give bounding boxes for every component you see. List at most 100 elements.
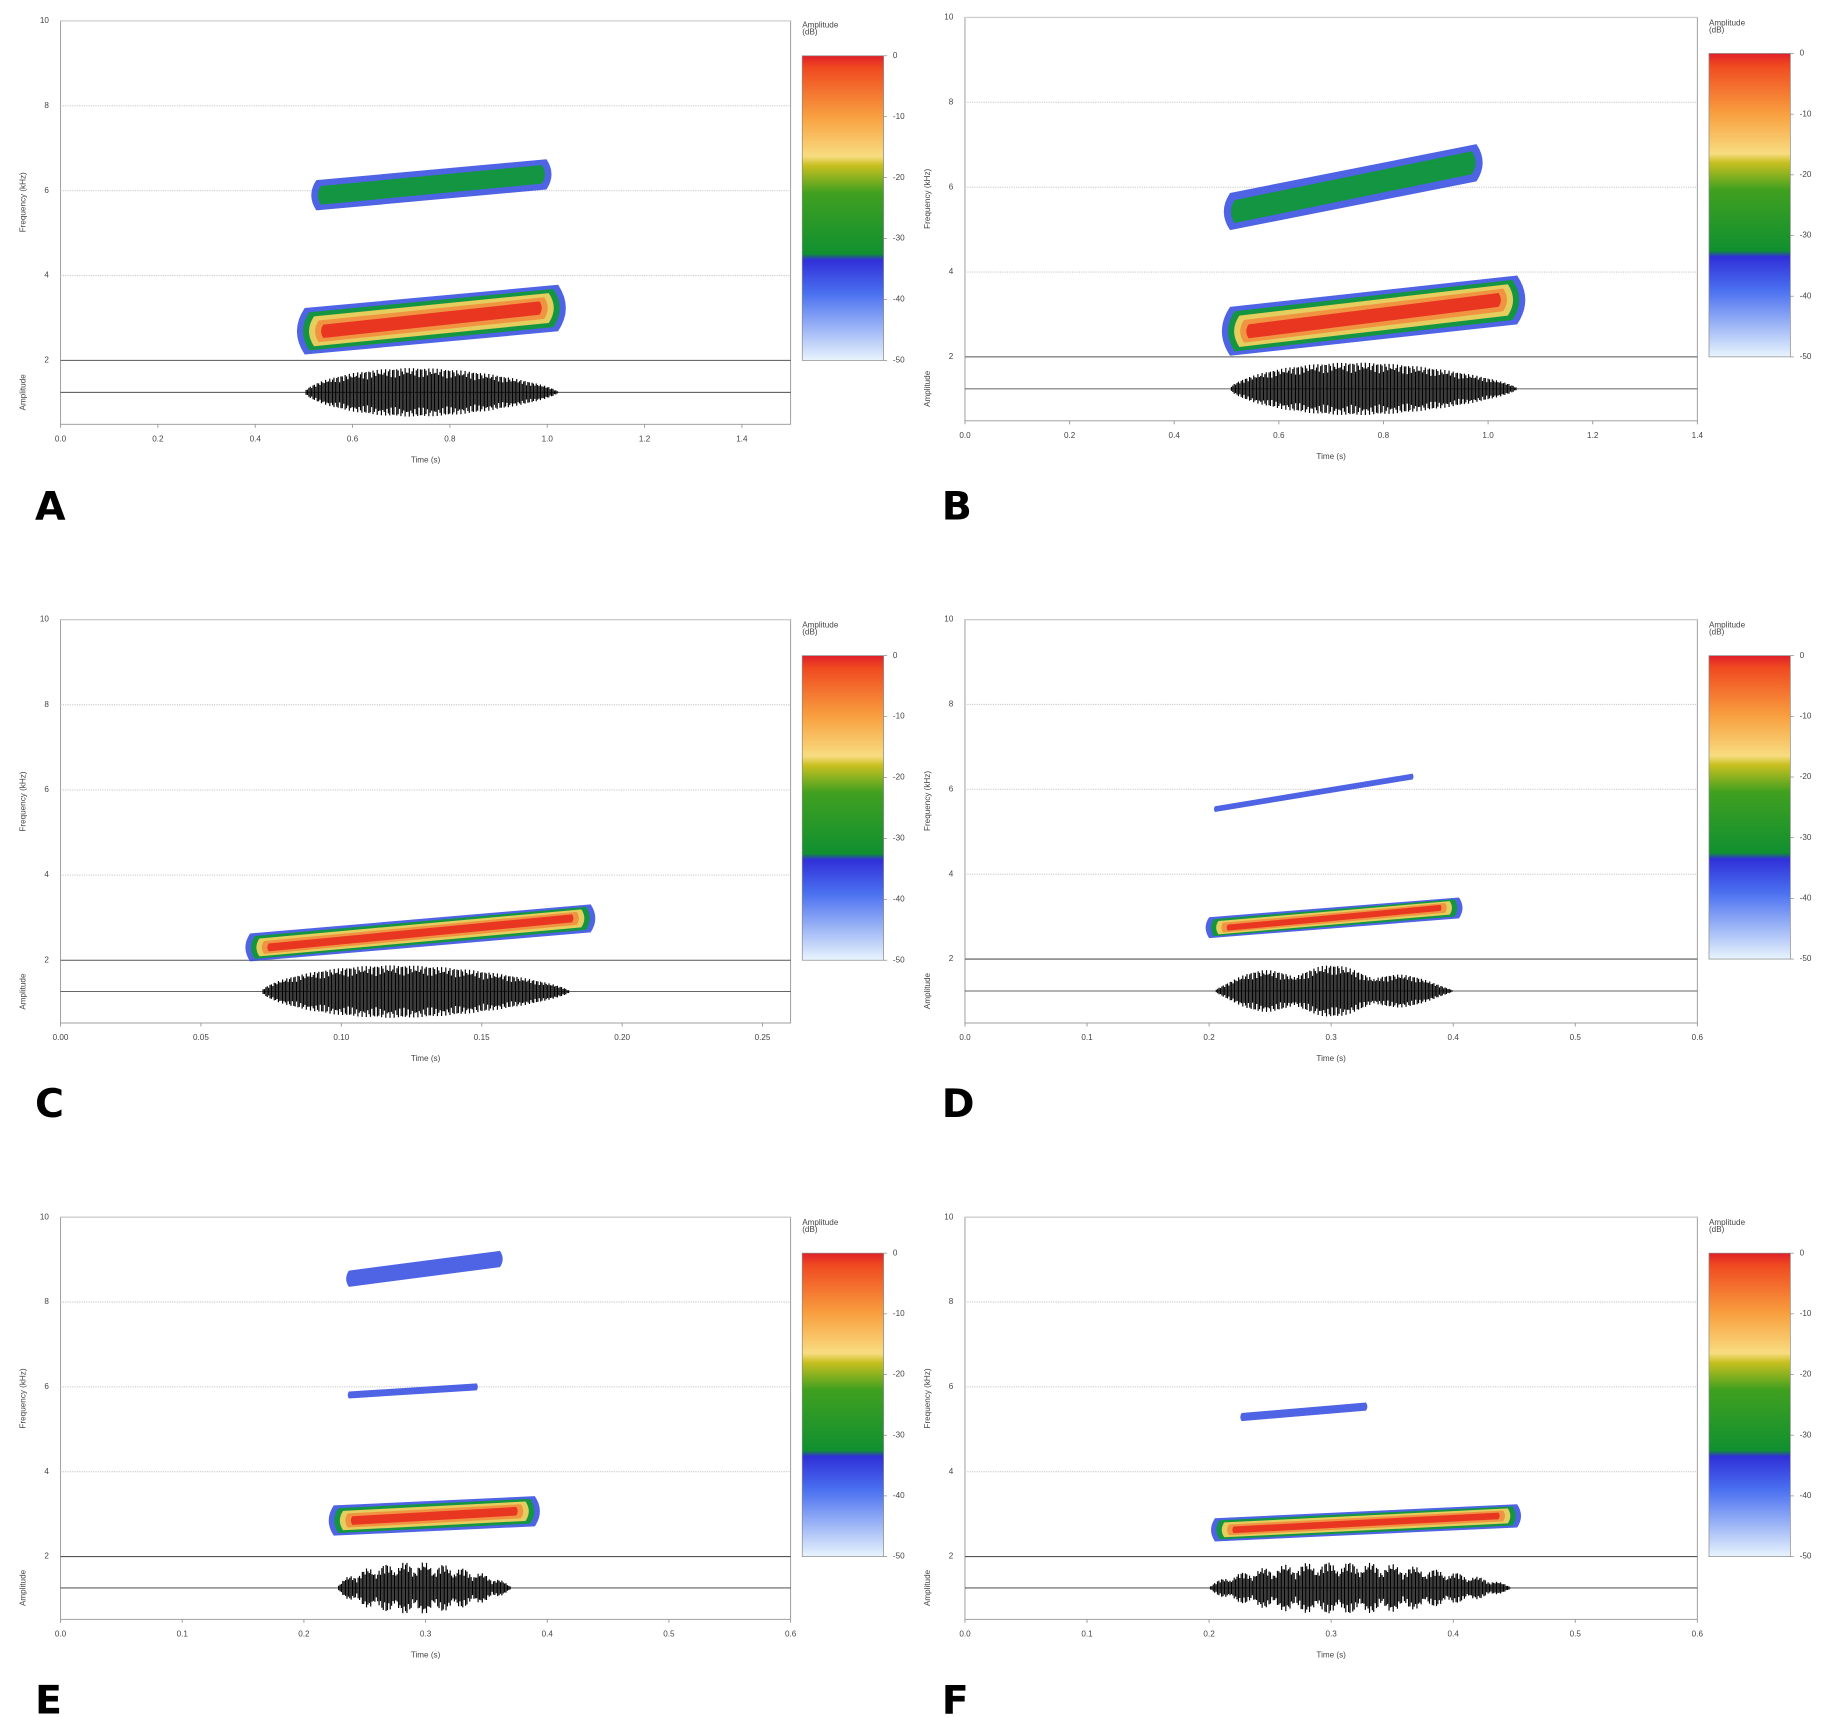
colorbar-tick-label: -40 (893, 894, 905, 903)
colorbar-title: (dB) (1709, 628, 1725, 637)
x-tick-label: 0.6 (785, 1630, 797, 1639)
x-tick-label: 0.2 (1203, 1630, 1215, 1639)
x-tick-label: 0.3 (1326, 1033, 1338, 1042)
colorbar-tick-label: -30 (893, 834, 905, 843)
x-tick-label: 0.0 (959, 1630, 971, 1639)
spectral-band (267, 914, 574, 952)
spectral-band (350, 1506, 518, 1525)
colorbar-title: (dB) (1709, 1225, 1725, 1234)
x-tick-label: 0.2 (1203, 1033, 1215, 1042)
x-tick-label: 0.25 (755, 1033, 771, 1042)
panel-letter: C (35, 1081, 64, 1127)
colorbar-tick-label: -10 (893, 112, 905, 121)
panel-letter: D (942, 1081, 975, 1127)
x-tick-label: 0.2 (152, 435, 164, 444)
colorbar (1708, 655, 1791, 960)
colorbar-tick-label: 0 (1800, 49, 1805, 58)
x-tick-label: 0.4 (1448, 1033, 1460, 1042)
x-tick-label: 0.8 (444, 435, 456, 444)
plot-frame (964, 619, 1698, 1024)
y-tick-label: 8 (949, 700, 954, 709)
x-tick-label: 1.0 (1482, 431, 1494, 440)
colorbar-tick-label: 0 (893, 651, 898, 660)
x-tick-label: 0.1 (177, 1630, 189, 1639)
x-tick-label: 0.8 (1378, 431, 1390, 440)
colorbar-title: Amplitude (802, 21, 839, 30)
spectral-band (1213, 773, 1414, 813)
x-tick-label: 0.6 (1692, 1033, 1704, 1042)
colorbar-title: Amplitude (802, 1218, 839, 1227)
spectral-band (347, 1383, 478, 1399)
y-tick-label: 4 (949, 869, 954, 878)
x-tick-label: 1.2 (639, 435, 651, 444)
x-tick-label: 0.5 (1570, 1630, 1582, 1639)
x-tick-label: 0.0 (55, 1630, 67, 1639)
y-tick-label: 2 (949, 352, 954, 361)
y-tick-label: 2 (949, 954, 954, 963)
spectral-band (346, 1250, 503, 1287)
plot-frame (60, 619, 792, 1024)
plot-frame (60, 20, 792, 425)
panel: 2 4 6 8 10 0.0 0.1 0.2 0.3 0.4 0.5 0.6 Time (s) Frequ… (18, 1212, 905, 1717)
colorbar-tick-label: -20 (1800, 1370, 1812, 1379)
amplitude-label: Amplitude (18, 1569, 27, 1606)
x-tick-label: 0.5 (663, 1630, 675, 1639)
waveform (305, 368, 558, 417)
y-tick-label: 10 (944, 615, 954, 624)
colorbar-tick-label: -50 (1800, 954, 1812, 963)
y-axis-label: Frequency (kHz) (18, 172, 27, 232)
colorbar-tick-label: 0 (893, 1248, 898, 1257)
y-tick-label: 8 (949, 97, 954, 106)
y-tick-label: 10 (40, 16, 50, 25)
panel: 2 4 6 8 10 0.0 0.2 0.4 0.6 0.8 1.0 1.2 1.4 Time (s) Fr… (923, 13, 1812, 530)
colorbar-tick-label: -10 (1800, 711, 1812, 720)
waveform (262, 965, 570, 1018)
colorbar (801, 55, 884, 361)
x-tick-label: 0.10 (333, 1033, 349, 1042)
y-tick-label: 4 (44, 1467, 49, 1476)
colorbar-tick-label: -10 (893, 1309, 905, 1318)
x-tick-label: 0.4 (250, 435, 262, 444)
colorbar-tick-label: -30 (1800, 231, 1812, 240)
y-tick-label: 6 (44, 1382, 49, 1391)
panel-letter: A (35, 484, 66, 530)
x-axis-label: Time (s) (1316, 1054, 1346, 1063)
plot-frame (964, 1216, 1698, 1620)
spectral-band (1240, 1402, 1368, 1422)
y-tick-label: 2 (44, 356, 49, 365)
colorbar-tick-label: -40 (1800, 1491, 1812, 1500)
colorbar-tick-label: 0 (1800, 651, 1805, 660)
plot-frame (964, 16, 1698, 422)
colorbar-tick-label: -20 (1800, 170, 1812, 179)
y-axis-label: Frequency (kHz) (923, 1368, 932, 1428)
y-tick-label: 10 (40, 1212, 50, 1221)
y-tick-label: 4 (44, 870, 49, 879)
x-axis-label: Time (s) (1316, 1651, 1346, 1660)
amplitude-label: Amplitude (18, 973, 27, 1010)
x-tick-label: 0.3 (420, 1630, 432, 1639)
x-axis-label: Time (s) (411, 1651, 441, 1660)
spectral-band (1232, 1512, 1500, 1534)
amplitude-label: Amplitude (18, 374, 27, 411)
amplitude-label: Amplitude (923, 972, 932, 1009)
amplitude-label: Amplitude (923, 370, 932, 407)
y-tick-label: 4 (44, 271, 49, 280)
panel-letter: B (942, 484, 972, 530)
x-tick-label: 1.4 (1692, 431, 1704, 440)
waveform (338, 1562, 511, 1614)
panel-letter: F (942, 1678, 969, 1717)
x-tick-label: 0.5 (1570, 1033, 1582, 1042)
spectral-band (1226, 904, 1442, 931)
spectral-band (1230, 151, 1476, 224)
y-tick-label: 10 (40, 615, 50, 624)
colorbar-title: Amplitude (1709, 621, 1746, 630)
waveform (1215, 965, 1453, 1017)
y-tick-label: 2 (44, 955, 49, 964)
colorbar (1708, 1252, 1791, 1557)
x-tick-label: 0.15 (474, 1033, 490, 1042)
x-tick-label: 0.2 (298, 1630, 310, 1639)
y-tick-label: 2 (44, 1552, 49, 1561)
colorbar-title: Amplitude (1709, 1218, 1746, 1227)
waveform (1209, 1562, 1511, 1614)
